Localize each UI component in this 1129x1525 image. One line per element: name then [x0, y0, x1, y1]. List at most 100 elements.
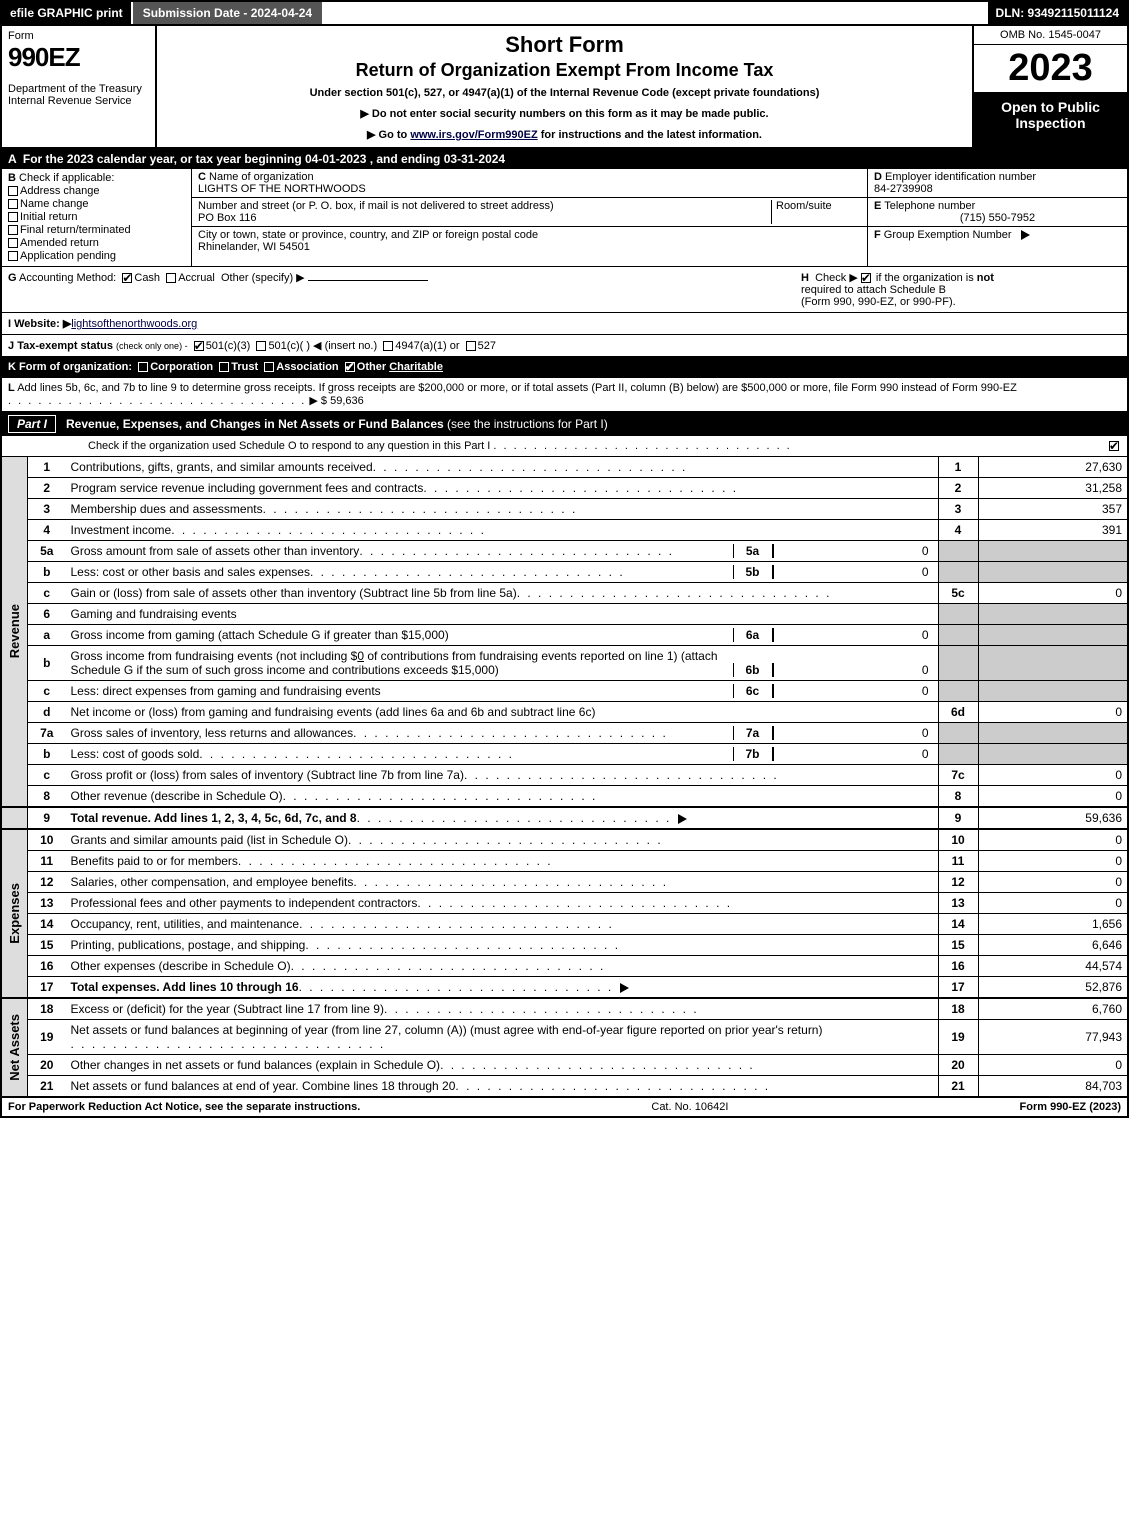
box-18: 18	[938, 998, 978, 1020]
col-c-org: C Name of organization LIGHTS OF THE NOR…	[192, 169, 867, 266]
shade-amt-7a	[978, 723, 1128, 744]
amt-14: 1,656	[978, 914, 1128, 935]
side-net-assets: Net Assets	[7, 1014, 22, 1081]
group-exemption: F Group Exemption Number	[868, 227, 1127, 243]
cb-name-change[interactable]: Name change	[8, 198, 185, 210]
d-18: Excess or (deficit) for the year (Subtra…	[71, 1002, 384, 1016]
irs-link[interactable]: www.irs.gov/Form990EZ	[410, 129, 537, 141]
cb-cash[interactable]	[122, 273, 132, 283]
ein-value: 84-2739908	[874, 183, 933, 195]
amt-20: 0	[978, 1055, 1128, 1076]
ln-9: 9	[28, 807, 66, 829]
j-note: (check only one) -	[116, 341, 188, 351]
ln-2: 2	[28, 478, 66, 499]
website-label: Website: ▶	[14, 318, 71, 330]
cb-assoc[interactable]	[264, 362, 274, 372]
org-name-cell: C Name of organization LIGHTS OF THE NOR…	[192, 169, 867, 198]
amt-4: 391	[978, 520, 1128, 541]
table-row: 20Other changes in net assets or fund ba…	[1, 1055, 1128, 1076]
box-8: 8	[938, 786, 978, 808]
d-6: Gaming and fundraising events	[66, 604, 939, 625]
d-6c: Less: direct expenses from gaming and fu…	[71, 684, 381, 698]
ln-15: 15	[28, 935, 66, 956]
d-8: Other revenue (describe in Schedule O)	[71, 789, 283, 803]
d-7c: Gross profit or (loss) from sales of inv…	[71, 768, 464, 782]
d-5a: Gross amount from sale of assets other t…	[71, 544, 360, 558]
table-row: 11Benefits paid to or for members110	[1, 851, 1128, 872]
table-row: 17Total expenses. Add lines 10 through 1…	[1, 977, 1128, 999]
cb-address-change[interactable]: Address change	[8, 185, 185, 197]
form-word: Form	[8, 30, 149, 42]
box-20: 20	[938, 1055, 978, 1076]
table-row: 2Program service revenue including gover…	[1, 478, 1128, 499]
submission-date: Submission Date - 2024-04-24	[131, 2, 322, 24]
form-header: Form 990EZ Department of the Treasury In…	[0, 26, 1129, 149]
tel-label: Telephone number	[884, 200, 975, 212]
ln-5a: 5a	[28, 541, 66, 562]
cb-initial-return[interactable]: Initial return	[8, 211, 185, 223]
cb-accrual[interactable]	[166, 273, 176, 283]
d-6b-1: Gross income from fundraising events (no…	[71, 649, 358, 663]
part-i-check-text: Check if the organization used Schedule …	[88, 440, 490, 452]
g-label: Accounting Method:	[19, 272, 116, 284]
ln-16: 16	[28, 956, 66, 977]
triangle-icon	[678, 814, 687, 824]
cb-other-org[interactable]	[345, 362, 355, 372]
table-row: aGross income from gaming (attach Schedu…	[1, 625, 1128, 646]
cb-amended-return[interactable]: Amended return	[8, 237, 185, 249]
amt-21: 84,703	[978, 1076, 1128, 1097]
cb-final-return[interactable]: Final return/terminated	[8, 224, 185, 236]
efile-print-label[interactable]: efile GRAPHIC print	[2, 2, 131, 24]
table-row: Revenue 1Contributions, gifts, grants, a…	[1, 457, 1128, 478]
cb-4947[interactable]	[383, 341, 393, 351]
triangle-icon	[1021, 230, 1030, 240]
h-check: Check ▶	[815, 272, 858, 284]
open-public-inspection: Open to Public Inspection	[974, 93, 1127, 147]
shade-6a	[938, 625, 978, 646]
cb-527[interactable]	[466, 341, 476, 351]
d-6a: Gross income from gaming (attach Schedul…	[71, 628, 449, 642]
d-15: Printing, publications, postage, and shi…	[71, 938, 306, 952]
part-i-table: Revenue 1Contributions, gifts, grants, a…	[0, 457, 1129, 1097]
dln: DLN: 93492115011124	[988, 2, 1127, 24]
amt-3: 357	[978, 499, 1128, 520]
cb-application-pending[interactable]: Application pending	[8, 250, 185, 262]
cb-schedule-b[interactable]	[861, 273, 871, 283]
col-d-right: D Employer identification number84-27399…	[867, 169, 1127, 266]
subtitle: Under section 501(c), 527, or 4947(a)(1)…	[165, 87, 964, 99]
org-street-row: Number and street (or P. O. box, if mail…	[192, 198, 867, 227]
amt-19: 77,943	[978, 1020, 1128, 1055]
goto-post: for instructions and the latest informat…	[538, 129, 762, 141]
d-13: Professional fees and other payments to …	[71, 896, 418, 910]
d-7b: Less: cost of goods sold	[71, 747, 200, 761]
shade-6c	[938, 681, 978, 702]
sb-7b: 7b	[733, 747, 773, 761]
sv-7b: 0	[773, 747, 933, 761]
row-j-tax-exempt: J Tax-exempt status (check only one) - 5…	[0, 335, 1129, 357]
ln-19: 19	[28, 1020, 66, 1055]
cb-501c[interactable]	[256, 341, 266, 351]
box-6d: 6d	[938, 702, 978, 723]
k-other-val: Charitable	[389, 361, 443, 373]
k-assoc: Association	[276, 361, 338, 373]
shade-6	[938, 604, 978, 625]
cb-trust[interactable]	[219, 362, 229, 372]
sv-6a: 0	[773, 628, 933, 642]
amt-12: 0	[978, 872, 1128, 893]
other-input[interactable]	[308, 280, 428, 281]
ssn-note: ▶ Do not enter social security numbers o…	[165, 107, 964, 120]
cb-501c3[interactable]	[194, 341, 204, 351]
website-link[interactable]: lightsofthenorthwoods.org	[71, 318, 197, 330]
sv-5b: 0	[773, 565, 933, 579]
col-b-checkboxes: B Check if applicable: Address change Na…	[2, 169, 192, 266]
sv-6c: 0	[773, 684, 933, 698]
amt-13: 0	[978, 893, 1128, 914]
part-i-title: Revenue, Expenses, and Changes in Net As…	[66, 417, 444, 431]
shade-7a	[938, 723, 978, 744]
j-501c: 501(c)( ) ◀ (insert no.)	[268, 340, 377, 352]
side-revenue: Revenue	[7, 604, 22, 658]
sb-5b: 5b	[733, 565, 773, 579]
table-row: bLess: cost of goods sold7b0	[1, 744, 1128, 765]
cb-corp[interactable]	[138, 362, 148, 372]
cb-schedule-o[interactable]	[1109, 441, 1119, 451]
